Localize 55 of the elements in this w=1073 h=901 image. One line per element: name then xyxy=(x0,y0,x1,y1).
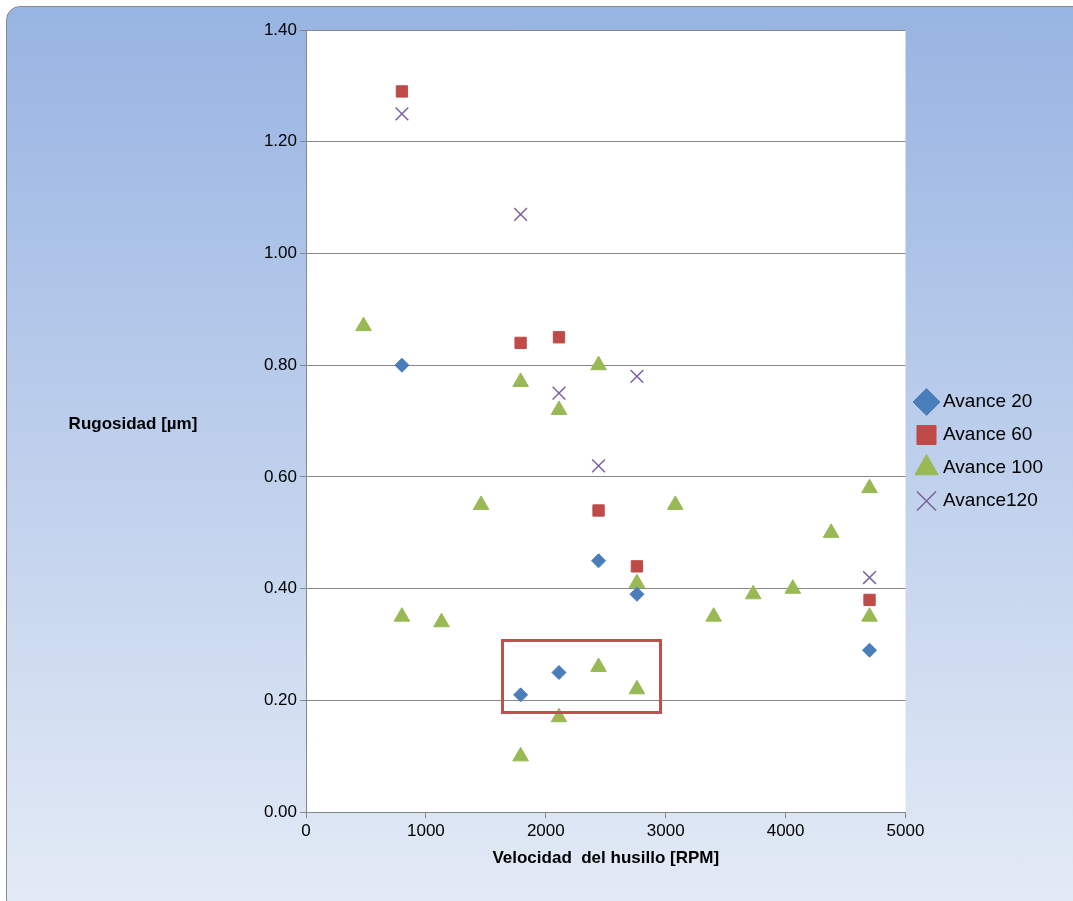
point xyxy=(861,607,878,622)
point xyxy=(513,207,528,222)
y-tick-label: 1.40 xyxy=(263,19,297,39)
point xyxy=(513,687,529,703)
x-tick-label: 5000 xyxy=(886,821,925,841)
y-tick-label: 0.40 xyxy=(263,578,297,598)
point xyxy=(861,478,878,494)
x-tick-label: 4000 xyxy=(766,821,805,841)
y-axis-title: Rugosidad [µm] xyxy=(68,413,198,433)
point xyxy=(590,355,607,371)
point xyxy=(512,746,529,762)
x-tick-label: 1000 xyxy=(406,821,445,841)
y-tick-label: 0.60 xyxy=(263,466,297,486)
x-tick-label: 3000 xyxy=(646,821,685,841)
point xyxy=(705,607,722,622)
y-tick-label: 1.20 xyxy=(263,131,297,151)
point xyxy=(863,593,876,607)
point xyxy=(628,573,646,589)
point xyxy=(394,106,410,121)
point xyxy=(472,495,490,510)
point xyxy=(591,553,607,569)
point xyxy=(395,85,409,98)
point xyxy=(512,372,529,387)
point xyxy=(629,586,645,602)
x-tick-label: 2000 xyxy=(526,821,565,841)
point xyxy=(355,316,372,332)
point xyxy=(666,495,684,510)
point xyxy=(590,657,607,672)
point xyxy=(629,369,645,384)
point xyxy=(394,357,410,373)
point xyxy=(550,400,568,415)
point xyxy=(822,523,840,538)
y-tick-label: 0.00 xyxy=(263,801,297,821)
point xyxy=(784,579,802,594)
point xyxy=(393,607,411,622)
y-tick-label: 0.80 xyxy=(263,354,297,374)
point xyxy=(592,504,605,517)
point xyxy=(744,584,762,600)
point xyxy=(862,570,877,585)
x-axis-title: Velocidad del husillo [RPM] xyxy=(492,848,720,868)
legend-label: Avance 20 xyxy=(942,390,1033,412)
point xyxy=(551,386,567,401)
y-tick-label: 1.00 xyxy=(263,243,297,263)
legend-label: Avance 100 xyxy=(942,456,1044,478)
point xyxy=(514,336,527,350)
point xyxy=(630,560,644,573)
point xyxy=(433,612,450,628)
x-tick-label: 0 xyxy=(301,821,311,841)
legend-label: Avance 60 xyxy=(942,423,1033,445)
point xyxy=(552,331,566,344)
y-tick-label: 0.20 xyxy=(263,690,297,710)
point xyxy=(862,642,878,658)
point xyxy=(628,679,646,695)
point xyxy=(591,458,606,473)
legend-label: Avance120 xyxy=(942,489,1038,511)
